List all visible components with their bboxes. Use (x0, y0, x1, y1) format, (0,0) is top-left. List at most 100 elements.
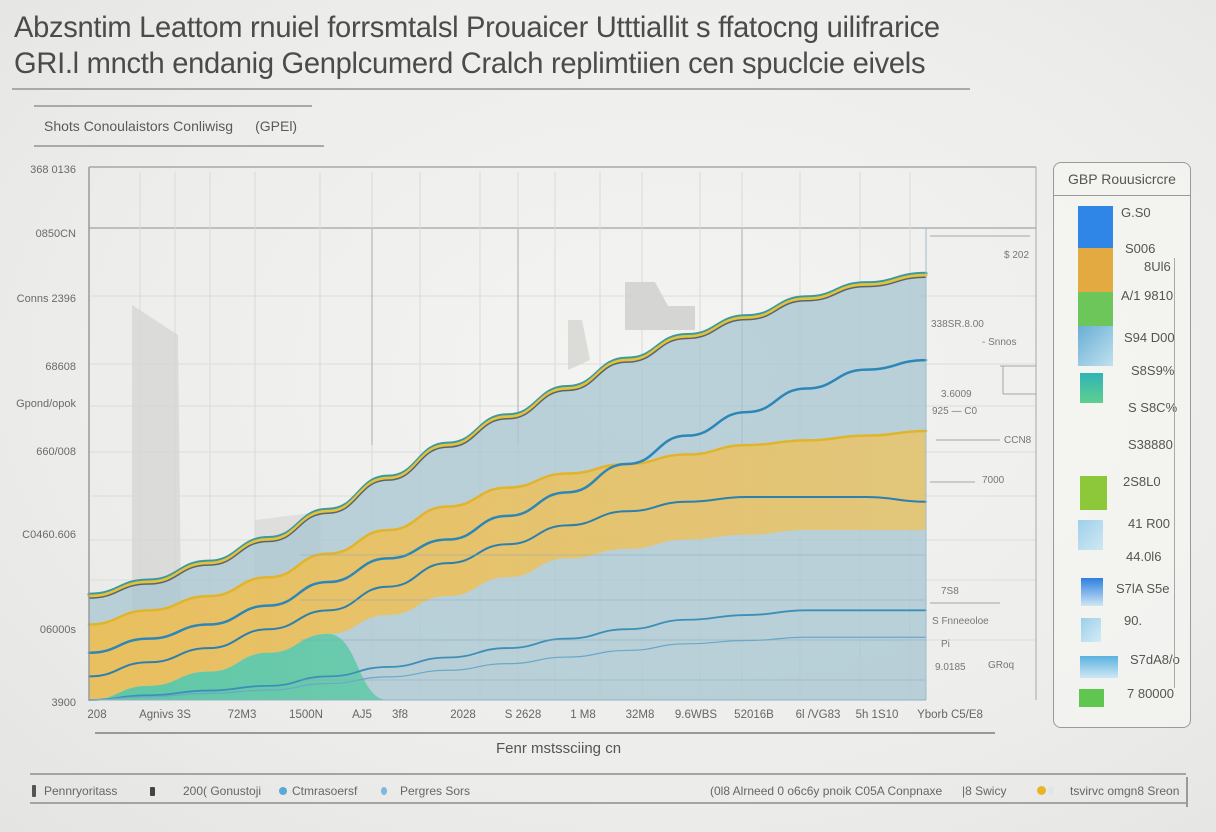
series-upper-teal-line (87, 271, 928, 596)
series-upper-yellow-line (87, 273, 928, 598)
x-tick-label: 1500N (289, 709, 323, 721)
footer-item-3[interactable]: Ctmrasoersf (292, 784, 358, 798)
x-tick-label: Agnivs 3S (139, 709, 191, 721)
legend-value: 44.0l6 (1126, 549, 1162, 564)
series-teal-base-area (89, 633, 926, 700)
series-upper-dark-line (88, 276, 927, 599)
legend-value: S94 D00 (1124, 330, 1175, 345)
footer-lightblue-dot-icon (381, 787, 387, 795)
y-tick-label: 0850CN (35, 228, 76, 240)
legend-swatch-green-small (1079, 689, 1104, 707)
y-tick-label: C0460.606 (22, 529, 76, 541)
footer-top-rule (30, 773, 1186, 775)
x-axis-title: Fenr mstssciing cn (496, 740, 622, 757)
legend-value: G.S0 (1121, 205, 1151, 220)
footer-item-5[interactable]: (0l8 Alrneed 0 o6c6y pnoik C05A Conpnaxe (710, 784, 943, 798)
background-shape (625, 282, 695, 330)
footer-item-4[interactable]: Pergres Sors (400, 784, 471, 798)
x-tick-label: 6l /VG83 (795, 709, 841, 721)
legend-swatch-blue (1078, 206, 1113, 248)
legend-divider (1174, 258, 1175, 688)
x-tick-label: AJ5 (352, 709, 372, 721)
legend-value: S7lA S5e (1116, 581, 1170, 596)
series-blue-middle-line (88, 496, 927, 678)
y-tick-label: 68608 (45, 361, 76, 373)
footer-item-7[interactable]: tsvirvc omgn8 Sreon (1070, 784, 1180, 798)
footer-item-1[interactable]: Pennryoritass (44, 784, 118, 798)
page-title: Abzsntim Leattom rnuiel forrsmtalsl Prou… (14, 10, 940, 82)
legend-swatch-blue-fade (1080, 656, 1118, 678)
legend-swatch-teal (1080, 373, 1103, 403)
legend-value: S38880 (1128, 437, 1173, 452)
right-annotation-label: 338SR.8.00 (931, 319, 984, 330)
y-tick-label: 3900 (51, 697, 76, 709)
footer-marker-icon (150, 787, 155, 796)
subtitle-text: Shots Conoulaistors Conliwisg (44, 118, 234, 134)
y-tick-label: 06000s (39, 624, 76, 636)
legend-swatch-pale-blue (1078, 520, 1103, 550)
x-tick-label: 5h 1S10 (855, 709, 899, 721)
subtitle-unit: (GPEl) (255, 118, 298, 134)
legend-swatch-sky (1081, 618, 1101, 642)
right-annotation-label: 7000 (982, 475, 1005, 486)
x-tick-label: 2028 (450, 709, 476, 721)
series-lower-blue-line-faint (88, 636, 927, 701)
legend-swatch-gradient-blue (1081, 578, 1103, 606)
title-line-1: Abzsntim Leattom rnuiel forrsmtalsl Prou… (14, 11, 940, 44)
footer-yellow-dot-icon (1037, 786, 1046, 795)
x-tick-label: S 2628 (504, 709, 542, 721)
subtitle-top-rule (34, 105, 312, 107)
series-layer (87, 228, 928, 701)
legend-swatch-lime (1080, 476, 1107, 510)
y-tick-label: 660/008 (36, 446, 76, 458)
legend-value: 7 80000 (1127, 686, 1174, 701)
footer-item-6[interactable]: |8 Swicy (962, 784, 1007, 798)
x-tick-label: 3f8 (392, 709, 408, 721)
x-tick-label: 9.6WBS (674, 709, 718, 721)
footer-pale-dot-icon (1048, 786, 1054, 795)
y-tick-label: 368 0136 (30, 164, 76, 176)
chart-subtitle: Shots Conoulaistors Conliwisg (GPEl) (44, 118, 297, 134)
legend-value: 41 R00 (1128, 516, 1170, 531)
legend-swatch-orange (1078, 248, 1113, 292)
right-annotation-label: S Fnneeoloe (932, 616, 989, 627)
right-annotation-label: 925 — C0 (932, 406, 978, 417)
subtitle-bottom-rule (34, 145, 324, 147)
legend-value: S S8C% (1128, 400, 1178, 415)
axes (88, 166, 1037, 701)
title-line-2: GRI.l mncth endanig Genplcumerd Cralch r… (14, 47, 926, 80)
footer-right-tick (1186, 777, 1188, 807)
background-shape (568, 320, 590, 370)
x-tick-label: 72M3 (227, 709, 257, 721)
right-annotation-label: CCN8 (1004, 435, 1032, 446)
right-annotation-label: 7S8 (941, 586, 959, 597)
x-tick-label: 1 M8 (570, 709, 596, 721)
footer-blue-dot-icon (279, 787, 287, 795)
right-annotation-label: 3.6009 (941, 389, 972, 400)
y-tick-label: Gpond/opok (16, 398, 76, 410)
right-annotation-label: $ 202 (1004, 250, 1030, 261)
series-lower-blue-line (88, 609, 927, 701)
legend-value: S006 (1125, 241, 1156, 256)
footer-bottom-rule (30, 802, 1186, 804)
x-tick-label: 208 (87, 709, 107, 721)
right-annotation-label: - Snnos (982, 337, 1017, 348)
series-gold-band-area (89, 430, 926, 700)
legend-swatch-light-blue (1078, 326, 1113, 366)
legend-value: S7dA8/o (1130, 652, 1180, 667)
legend-title: GBP Rouusicrcre (1054, 163, 1190, 196)
legend-swatch-green (1078, 292, 1113, 326)
series-gold-line (87, 429, 928, 626)
y-tick-label: Conns 2396 (16, 293, 76, 305)
x-tick-label: 32M8 (625, 709, 655, 721)
x-tick-label: 52016B (734, 709, 774, 721)
footer-item-2[interactable]: 200( Gonustoji (183, 784, 262, 798)
legend-panel: GBP Rouusicrcre (1053, 162, 1191, 728)
right-annotation-label: GRoq (988, 660, 1015, 671)
x-axis-bottom-rule (95, 732, 995, 734)
series-blue-upper-line (87, 358, 928, 655)
right-annotation-label: 9.0185 (935, 662, 966, 673)
right-annotation-label: Pi (941, 639, 950, 650)
legend-value: A/1 9810 (1121, 288, 1174, 303)
